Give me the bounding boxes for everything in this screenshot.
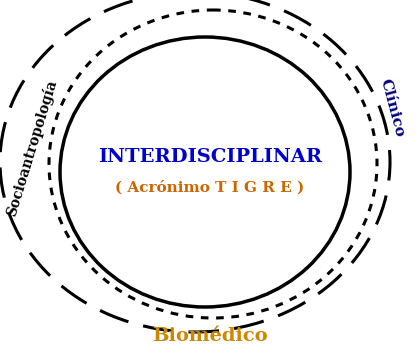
Text: Biomédico: Biomédico: [152, 327, 268, 345]
Text: Clínico: Clínico: [378, 77, 407, 139]
Text: ( Acrónimo T I G R E ): ( Acrónimo T I G R E ): [116, 180, 304, 194]
Text: Socioantropología: Socioantropología: [4, 78, 60, 218]
Text: INTERDISCIPLINAR: INTERDISCIPLINAR: [98, 148, 322, 166]
